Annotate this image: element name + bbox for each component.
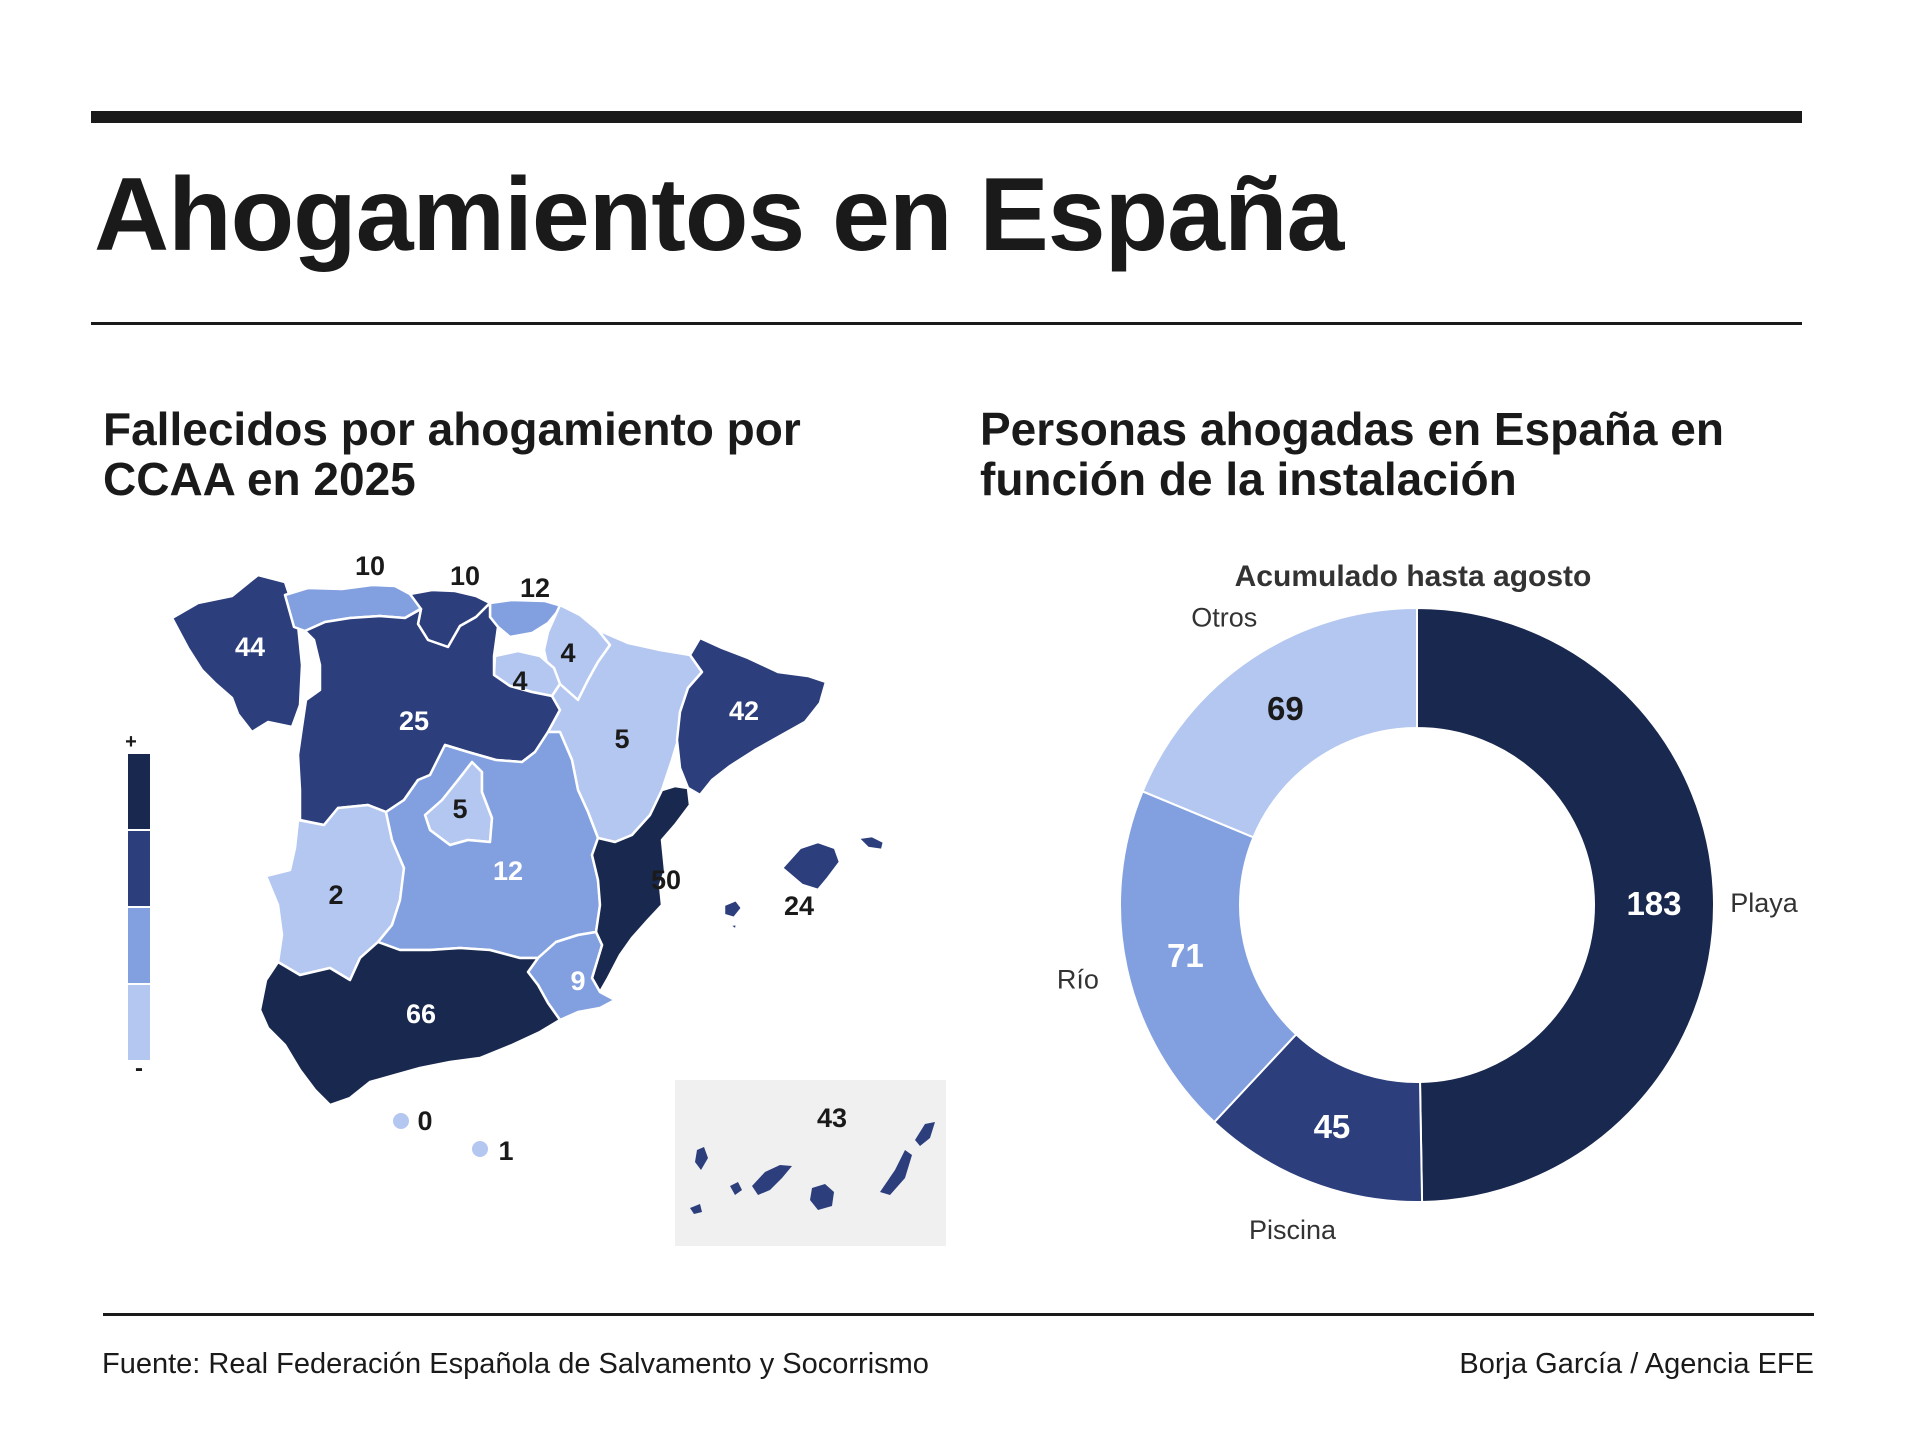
label-valencia: 50 <box>651 865 681 895</box>
label-cataluna: 42 <box>729 696 759 726</box>
region-cataluna <box>675 636 828 797</box>
label-asturias: 10 <box>355 551 385 581</box>
donut-slice-playa <box>1416 606 1716 1203</box>
donut-category-label: Playa <box>1730 888 1799 918</box>
label-ceuta: 0 <box>417 1106 432 1136</box>
island-la-palma <box>695 1147 708 1170</box>
donut-value-label: 69 <box>1267 690 1304 727</box>
label-andalucia: 66 <box>406 999 436 1029</box>
legend-level-2 <box>128 908 150 983</box>
donut-subtitle: Personas ahogadas en España en función d… <box>980 403 1724 505</box>
legend-level-4 <box>128 754 150 829</box>
page-title: Ahogamientos en España <box>94 157 1344 273</box>
region-mallorca <box>780 840 842 892</box>
island-fuerteventura <box>880 1150 912 1195</box>
donut-category-label: Otros <box>1191 602 1257 632</box>
donut-slice-otros <box>1141 606 1418 839</box>
island-la-gomera <box>730 1182 742 1195</box>
map-subtitle: Fallecidos por ahogamiento por CCAA en 2… <box>103 403 801 505</box>
label-melilla: 1 <box>498 1136 513 1166</box>
label-cantabria: 10 <box>450 561 480 591</box>
region-andalucia <box>258 940 562 1107</box>
donut-slices <box>1119 606 1716 1203</box>
island-gran-canaria <box>810 1184 834 1210</box>
label-galicia: 44 <box>235 632 265 662</box>
credit-text: Borja García / Agencia EFE <box>1459 1348 1814 1380</box>
region-menorca <box>856 834 886 852</box>
region-formentera <box>727 922 739 932</box>
label-extremadura: 2 <box>328 880 343 910</box>
donut-value-label: 45 <box>1314 1108 1351 1145</box>
top-rule <box>91 111 1802 123</box>
title-rule <box>91 322 1802 325</box>
label-castilla-leon: 25 <box>399 706 429 736</box>
donut-category-label: Río <box>1057 964 1099 994</box>
donut-values: 183 45 71 69 <box>1167 690 1682 1145</box>
label-aragon: 5 <box>614 724 629 754</box>
canarias-islands <box>690 1122 935 1214</box>
island-lanzarote <box>915 1122 935 1146</box>
map-legend: + - <box>125 731 150 1082</box>
label-madrid: 5 <box>452 794 467 824</box>
region-ibiza <box>722 898 744 920</box>
label-castilla-la-mancha: 12 <box>493 856 523 886</box>
ceuta-dot <box>393 1113 409 1129</box>
legend-level-3 <box>128 831 150 906</box>
label-baleares: 24 <box>784 891 814 921</box>
region-valencia <box>590 784 692 994</box>
donut-slice-ro <box>1119 790 1298 1124</box>
label-navarra: 4 <box>560 638 575 668</box>
donut-value-label: 183 <box>1626 885 1681 922</box>
legend-minus: - <box>135 1055 143 1082</box>
label-la-rioja: 4 <box>512 666 527 696</box>
island-tenerife <box>752 1165 792 1195</box>
island-el-hierro <box>690 1204 702 1214</box>
region-galicia <box>170 573 304 734</box>
donut-value-label: 71 <box>1167 937 1204 974</box>
legend-level-1 <box>128 985 150 1060</box>
label-murcia: 9 <box>570 966 585 996</box>
label-pais-vasco: 12 <box>520 573 550 603</box>
footer-rule <box>103 1313 1814 1316</box>
legend-plus: + <box>125 731 137 753</box>
label-canarias: 43 <box>817 1103 847 1133</box>
source-text: Fuente: Real Federación Española de Salv… <box>102 1348 929 1380</box>
donut-categories: Playa Piscina Río Otros <box>1057 602 1799 1244</box>
donut-category-label: Piscina <box>1249 1215 1337 1245</box>
melilla-dot <box>472 1141 488 1157</box>
donut-chart-title: Acumulado hasta agosto <box>1235 560 1592 593</box>
